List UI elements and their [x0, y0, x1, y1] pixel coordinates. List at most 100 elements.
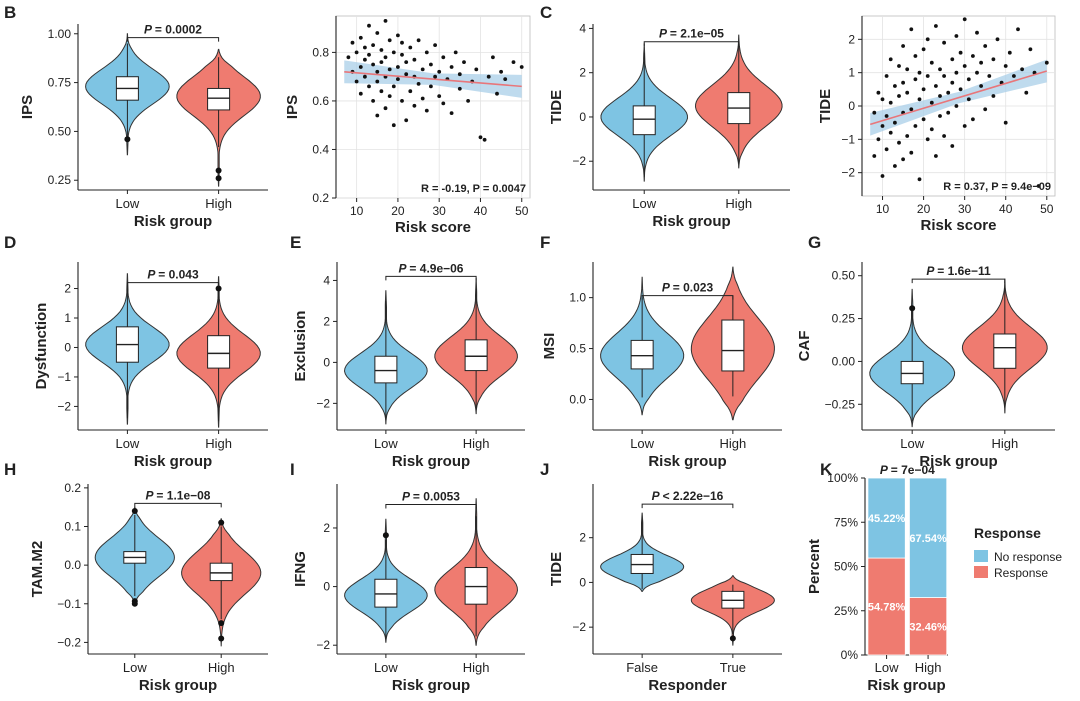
x-axis-title: Risk group: [139, 677, 217, 694]
data-point: [350, 40, 355, 45]
data-point: [519, 65, 524, 69]
data-point: [371, 62, 375, 67]
bar-value-label: 54.78%: [868, 602, 906, 614]
x-tick-label-low: Low: [123, 660, 147, 675]
y-tick-label: −0.2: [57, 635, 81, 649]
data-point: [457, 86, 462, 91]
regression-line: [344, 71, 522, 88]
data-point: [433, 43, 437, 47]
data-point: [400, 40, 404, 45]
data-point: [429, 62, 433, 67]
x-axis-title: Risk group: [652, 213, 730, 230]
data-point: [499, 69, 503, 74]
x-tick-label: 40: [474, 204, 488, 218]
p-value-text: = 0.023: [673, 281, 714, 295]
x-tick-label: 10: [876, 202, 890, 216]
x-tick-label: 10: [350, 204, 364, 218]
data-point: [486, 74, 491, 79]
significance-bracket: [385, 504, 477, 509]
data-point: [917, 97, 922, 102]
outlier-point: [218, 635, 225, 642]
y-tick-label: 75%: [834, 515, 858, 529]
p-symbol: P: [926, 264, 937, 278]
data-point: [888, 130, 893, 135]
x-tick-label: 50: [515, 204, 529, 218]
data-point: [453, 50, 458, 55]
regression-line: [869, 70, 1048, 126]
y-tick-label: 2: [848, 32, 855, 46]
data-point: [416, 38, 421, 43]
p-value-label: P < 2.22e−16: [652, 489, 724, 503]
data-point: [880, 124, 885, 128]
data-point: [929, 60, 934, 65]
y-tick-label: 4: [323, 273, 330, 287]
data-point: [358, 91, 363, 96]
data-point: [929, 100, 934, 105]
y-axis-title: TAM.M2: [29, 541, 46, 597]
y-tick-label: 0: [579, 575, 586, 589]
significance-bracket: [643, 41, 740, 46]
panel-label-g: G: [808, 233, 821, 252]
panel-label-c: C: [540, 3, 552, 22]
data-point: [897, 64, 901, 68]
p-value-text: = 0.043: [158, 268, 199, 282]
data-point: [420, 67, 425, 72]
y-tick-label: 0.5: [569, 342, 586, 356]
data-point: [901, 157, 905, 162]
data-point: [346, 55, 351, 60]
data-point: [888, 57, 893, 62]
data-point: [396, 33, 400, 38]
outlier-point: [124, 136, 131, 143]
x-tick-label-high: High: [915, 660, 942, 675]
data-point: [991, 94, 996, 98]
data-point: [958, 50, 963, 55]
data-point: [942, 40, 946, 45]
p-symbol: P: [652, 489, 663, 503]
bar-value-label: 67.54%: [909, 533, 947, 545]
data-point: [987, 74, 992, 78]
x-axis-title: Risk score: [395, 219, 471, 236]
data-point: [942, 74, 946, 78]
data-point: [880, 97, 885, 102]
data-point: [371, 43, 375, 47]
data-point: [884, 147, 889, 152]
data-point: [925, 37, 930, 42]
data-point: [412, 57, 417, 62]
significance-bracket: [126, 37, 220, 42]
data-point: [503, 77, 508, 81]
data-point: [880, 174, 885, 178]
data-point: [375, 69, 380, 74]
data-point: [901, 44, 905, 48]
data-point: [387, 67, 392, 72]
y-tick-label: 0.50: [48, 124, 72, 138]
significance-bracket: [126, 282, 220, 287]
y-tick-label: −2: [841, 166, 855, 180]
data-point: [950, 144, 955, 148]
panel-label-b: B: [4, 3, 16, 22]
data-point: [893, 164, 897, 168]
y-tick-label: 1.00: [48, 27, 72, 41]
y-tick-label: 0.00: [832, 354, 856, 368]
x-tick-label-low: Low: [374, 660, 398, 675]
y-axis-title: CAF: [796, 331, 813, 362]
data-point: [1003, 120, 1008, 125]
y-tick-label: −0.25: [825, 397, 856, 411]
x-tick-label-high: High: [991, 436, 1018, 451]
data-point: [383, 19, 388, 23]
data-point: [950, 57, 955, 62]
data-point: [478, 135, 483, 140]
data-point: [404, 72, 409, 77]
y-tick-label: 0.2: [64, 481, 81, 495]
data-point: [946, 110, 951, 115]
p-symbol: P: [147, 268, 158, 282]
x-tick-label-true: True: [720, 660, 746, 675]
legend-label: No response: [994, 550, 1062, 564]
chart-title: P = 7e−04: [880, 463, 935, 477]
data-point: [491, 55, 495, 60]
data-point: [913, 54, 918, 58]
y-axis-title: IPS: [284, 95, 301, 119]
x-tick-label-low: Low: [875, 660, 899, 675]
p-symbol: P: [146, 488, 157, 502]
data-point: [966, 97, 971, 102]
data-point: [379, 48, 384, 52]
